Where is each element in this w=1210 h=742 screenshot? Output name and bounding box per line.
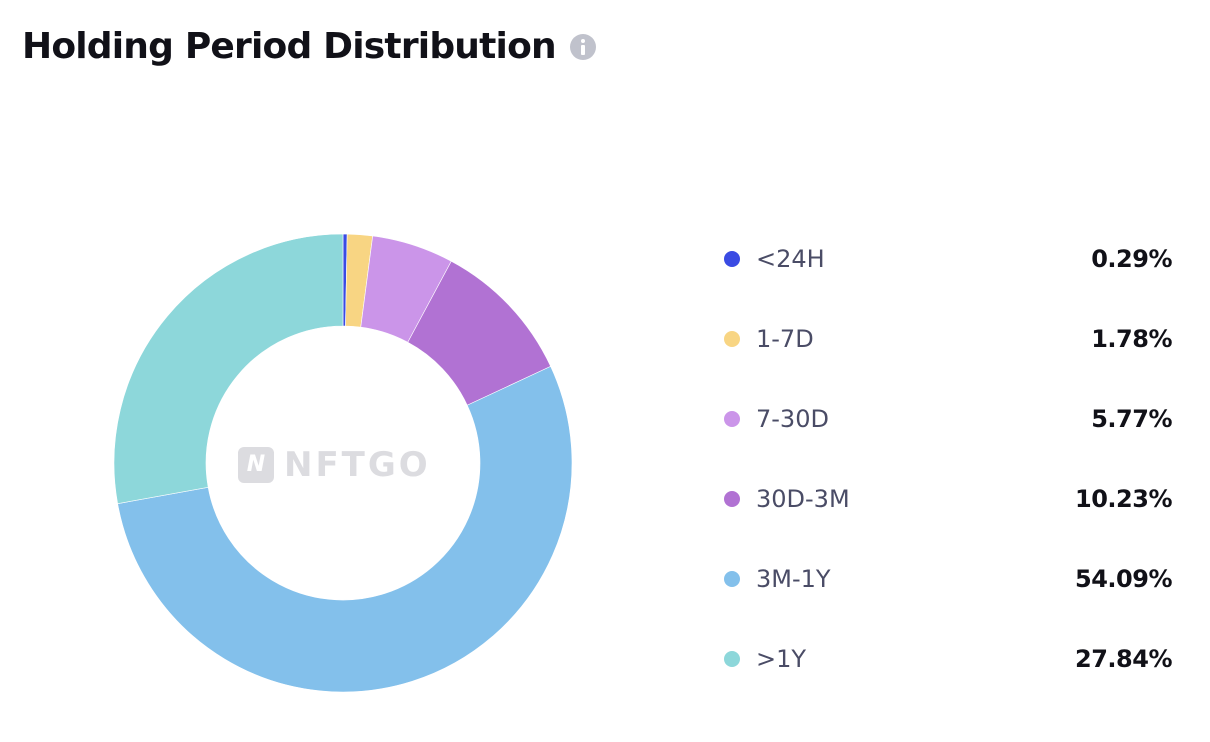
legend-value: 27.84% (1075, 645, 1172, 673)
legend-dot (724, 651, 740, 667)
page-title: Holding Period Distribution (22, 26, 596, 67)
legend-dot (724, 251, 740, 267)
nftgo-logo-icon: N (238, 447, 274, 483)
legend-label: <24H (756, 245, 825, 273)
legend-item[interactable]: 1-7D 1.78% (724, 318, 1172, 398)
legend-value: 10.23% (1075, 485, 1172, 513)
legend-dot (724, 491, 740, 507)
legend-label: 7-30D (756, 405, 829, 433)
legend-value: 54.09% (1075, 565, 1172, 593)
legend-label: 3M-1Y (756, 565, 831, 593)
donut-chart (113, 233, 573, 693)
legend-item[interactable]: 3M-1Y 54.09% (724, 558, 1172, 638)
legend-value: 0.29% (1091, 245, 1172, 273)
legend-label: 1-7D (756, 325, 814, 353)
legend-dot (724, 331, 740, 347)
legend-label: >1Y (756, 645, 807, 673)
legend-dot (724, 411, 740, 427)
watermark-logo: N NFTGO (238, 445, 431, 485)
donut-slice-3m-1y[interactable] (117, 366, 573, 693)
legend-item[interactable]: 30D-3M 10.23% (724, 478, 1172, 558)
donut-slice-1y[interactable] (113, 233, 344, 504)
info-icon[interactable] (569, 33, 596, 60)
legend-label: 30D-3M (756, 485, 850, 513)
chart-legend: <24H 0.29% 1-7D 1.78% 7-30D 5.77% 30D-3M… (724, 238, 1172, 718)
legend-dot (724, 571, 740, 587)
legend-item[interactable]: <24H 0.29% (724, 238, 1172, 318)
legend-value: 5.77% (1091, 405, 1172, 433)
watermark-text: NFTGO (284, 445, 431, 485)
legend-item[interactable]: >1Y 27.84% (724, 638, 1172, 718)
legend-item[interactable]: 7-30D 5.77% (724, 398, 1172, 478)
legend-value: 1.78% (1091, 325, 1172, 353)
title-text: Holding Period Distribution (22, 26, 557, 67)
